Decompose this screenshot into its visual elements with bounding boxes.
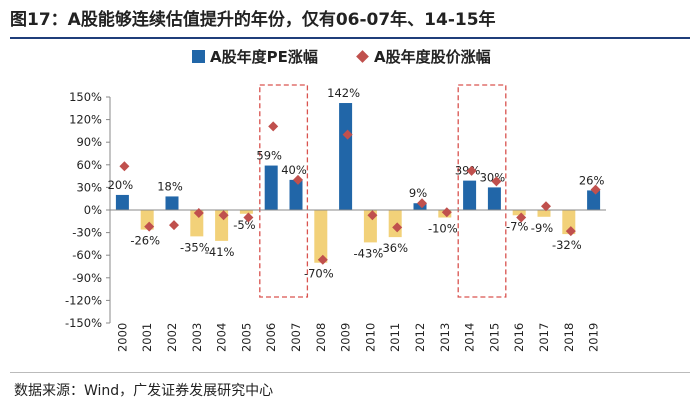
marker-price	[590, 184, 601, 195]
x-tick-label: 2008	[314, 323, 328, 352]
title-underline	[10, 37, 690, 39]
bar-data-label: -26%	[130, 234, 160, 248]
marker-price	[144, 221, 155, 232]
bar-data-label: 26%	[579, 173, 605, 187]
x-tick-label: 2019	[587, 323, 601, 352]
x-tick-label: 2007	[289, 323, 303, 352]
marker-price	[218, 210, 229, 221]
x-tick-label: 2010	[363, 323, 377, 352]
bar-pe	[413, 203, 427, 210]
source-note: 数据来源：Wind，广发证券发展研究中心	[14, 383, 274, 399]
bar-data-label: 20%	[108, 178, 134, 192]
legend-item-pe: A股年度PE涨幅	[192, 46, 318, 67]
legend-item-price: A股年度股价涨幅	[355, 46, 491, 67]
x-tick-label: 2000	[115, 323, 129, 352]
bar-pe	[289, 179, 303, 210]
marker-price	[268, 121, 279, 132]
highlight-box	[457, 84, 507, 298]
bar-data-label: -7%	[506, 219, 528, 233]
marker-price	[293, 174, 303, 185]
x-tick-label: 2003	[190, 323, 204, 352]
marker-price	[541, 201, 551, 212]
bar-pe	[314, 210, 328, 263]
legend-label-pe: A股年度PE涨幅	[210, 48, 318, 66]
y-tick-label: -60%	[72, 248, 102, 262]
bar-pe	[587, 190, 601, 210]
marker-price	[516, 212, 527, 223]
bar-data-label: -9%	[531, 221, 553, 235]
marker-price	[119, 161, 130, 172]
bar-data-label: 18%	[157, 179, 183, 193]
y-tick-label: 150%	[69, 90, 102, 104]
x-tick-label: 2012	[413, 323, 427, 352]
y-tick-label: 120%	[69, 113, 102, 127]
bar-pe	[512, 210, 526, 216]
chart-plot: 150% 120% 90% 60% 30% 0% -30% -60% -90% -120% -150…	[65, 84, 606, 352]
marker-price	[367, 210, 378, 221]
bar-pe	[264, 165, 278, 210]
x-tick-label: 2004	[215, 323, 229, 352]
y-tick-label: -120%	[65, 293, 102, 307]
x-tick-label: 2015	[487, 323, 501, 352]
marker-price	[565, 226, 576, 237]
bar-pe	[165, 196, 179, 210]
bar-data-label: 40%	[281, 163, 307, 177]
bar-data-label: 59%	[256, 149, 282, 163]
x-tick-label: 2009	[339, 323, 353, 352]
marker-price	[441, 207, 452, 218]
x-tick-label: 2011	[388, 323, 402, 352]
marker-price	[193, 208, 204, 219]
y-tick-label: 30%	[76, 180, 102, 194]
bar-pe	[339, 103, 353, 210]
y-tick-label: 90%	[76, 135, 102, 149]
bar-data-label: -43%	[354, 246, 384, 260]
marker-price	[169, 220, 179, 231]
y-tick-label: 60%	[76, 158, 102, 172]
bar-pe	[239, 210, 253, 214]
y-tick-label: 0%	[84, 203, 102, 217]
bar-pe	[487, 187, 501, 210]
y-tick-label: -150%	[65, 316, 102, 330]
marker-price	[243, 212, 254, 223]
x-tick-label: 2001	[140, 323, 154, 352]
bar-pe	[537, 210, 551, 217]
marker-price	[342, 129, 353, 140]
legend-bar-swatch	[192, 50, 205, 63]
marker-price	[317, 254, 328, 265]
bar-data-label: 9%	[409, 186, 427, 200]
bar-data-label: -35%	[180, 240, 210, 254]
footer-divider	[10, 372, 690, 373]
x-tick-label: 2013	[438, 323, 452, 352]
x-tick-label: 2018	[562, 323, 576, 352]
chart-title: 图17：A股能够连续估值提升的年份，仅有06-07年、14-15年	[10, 10, 496, 30]
x-tick-label: 2017	[537, 323, 551, 352]
bar-pe	[463, 180, 477, 210]
bar-data-label: -41%	[205, 245, 235, 259]
x-tick-label: 2002	[165, 323, 179, 352]
y-tick-label: -90%	[72, 271, 102, 285]
chart-legend: A股年度PE涨幅 A股年度股价涨幅	[0, 46, 700, 68]
marker-price	[392, 222, 403, 233]
x-tick-label: 2014	[463, 323, 477, 352]
bar-data-label: -70%	[304, 267, 334, 281]
x-tick-label: 2016	[512, 323, 526, 352]
x-tick-label: 2006	[264, 323, 278, 352]
marker-price	[491, 176, 502, 187]
bar-data-label: -36%	[378, 241, 408, 255]
legend-label-price: A股年度股价涨幅	[374, 48, 491, 66]
bar-pe	[115, 194, 129, 210]
bar-pe	[388, 210, 402, 238]
x-tick-label: 2005	[239, 323, 253, 352]
bar-data-label: -5%	[233, 218, 255, 232]
bar-data-label: -10%	[428, 222, 458, 236]
bar-data-label: 142%	[327, 86, 360, 100]
marker-price	[417, 198, 427, 209]
y-tick-label: -30%	[72, 226, 102, 240]
bar-data-label: -32%	[552, 238, 582, 252]
marker-price	[466, 165, 477, 176]
highlight-box	[259, 84, 309, 298]
